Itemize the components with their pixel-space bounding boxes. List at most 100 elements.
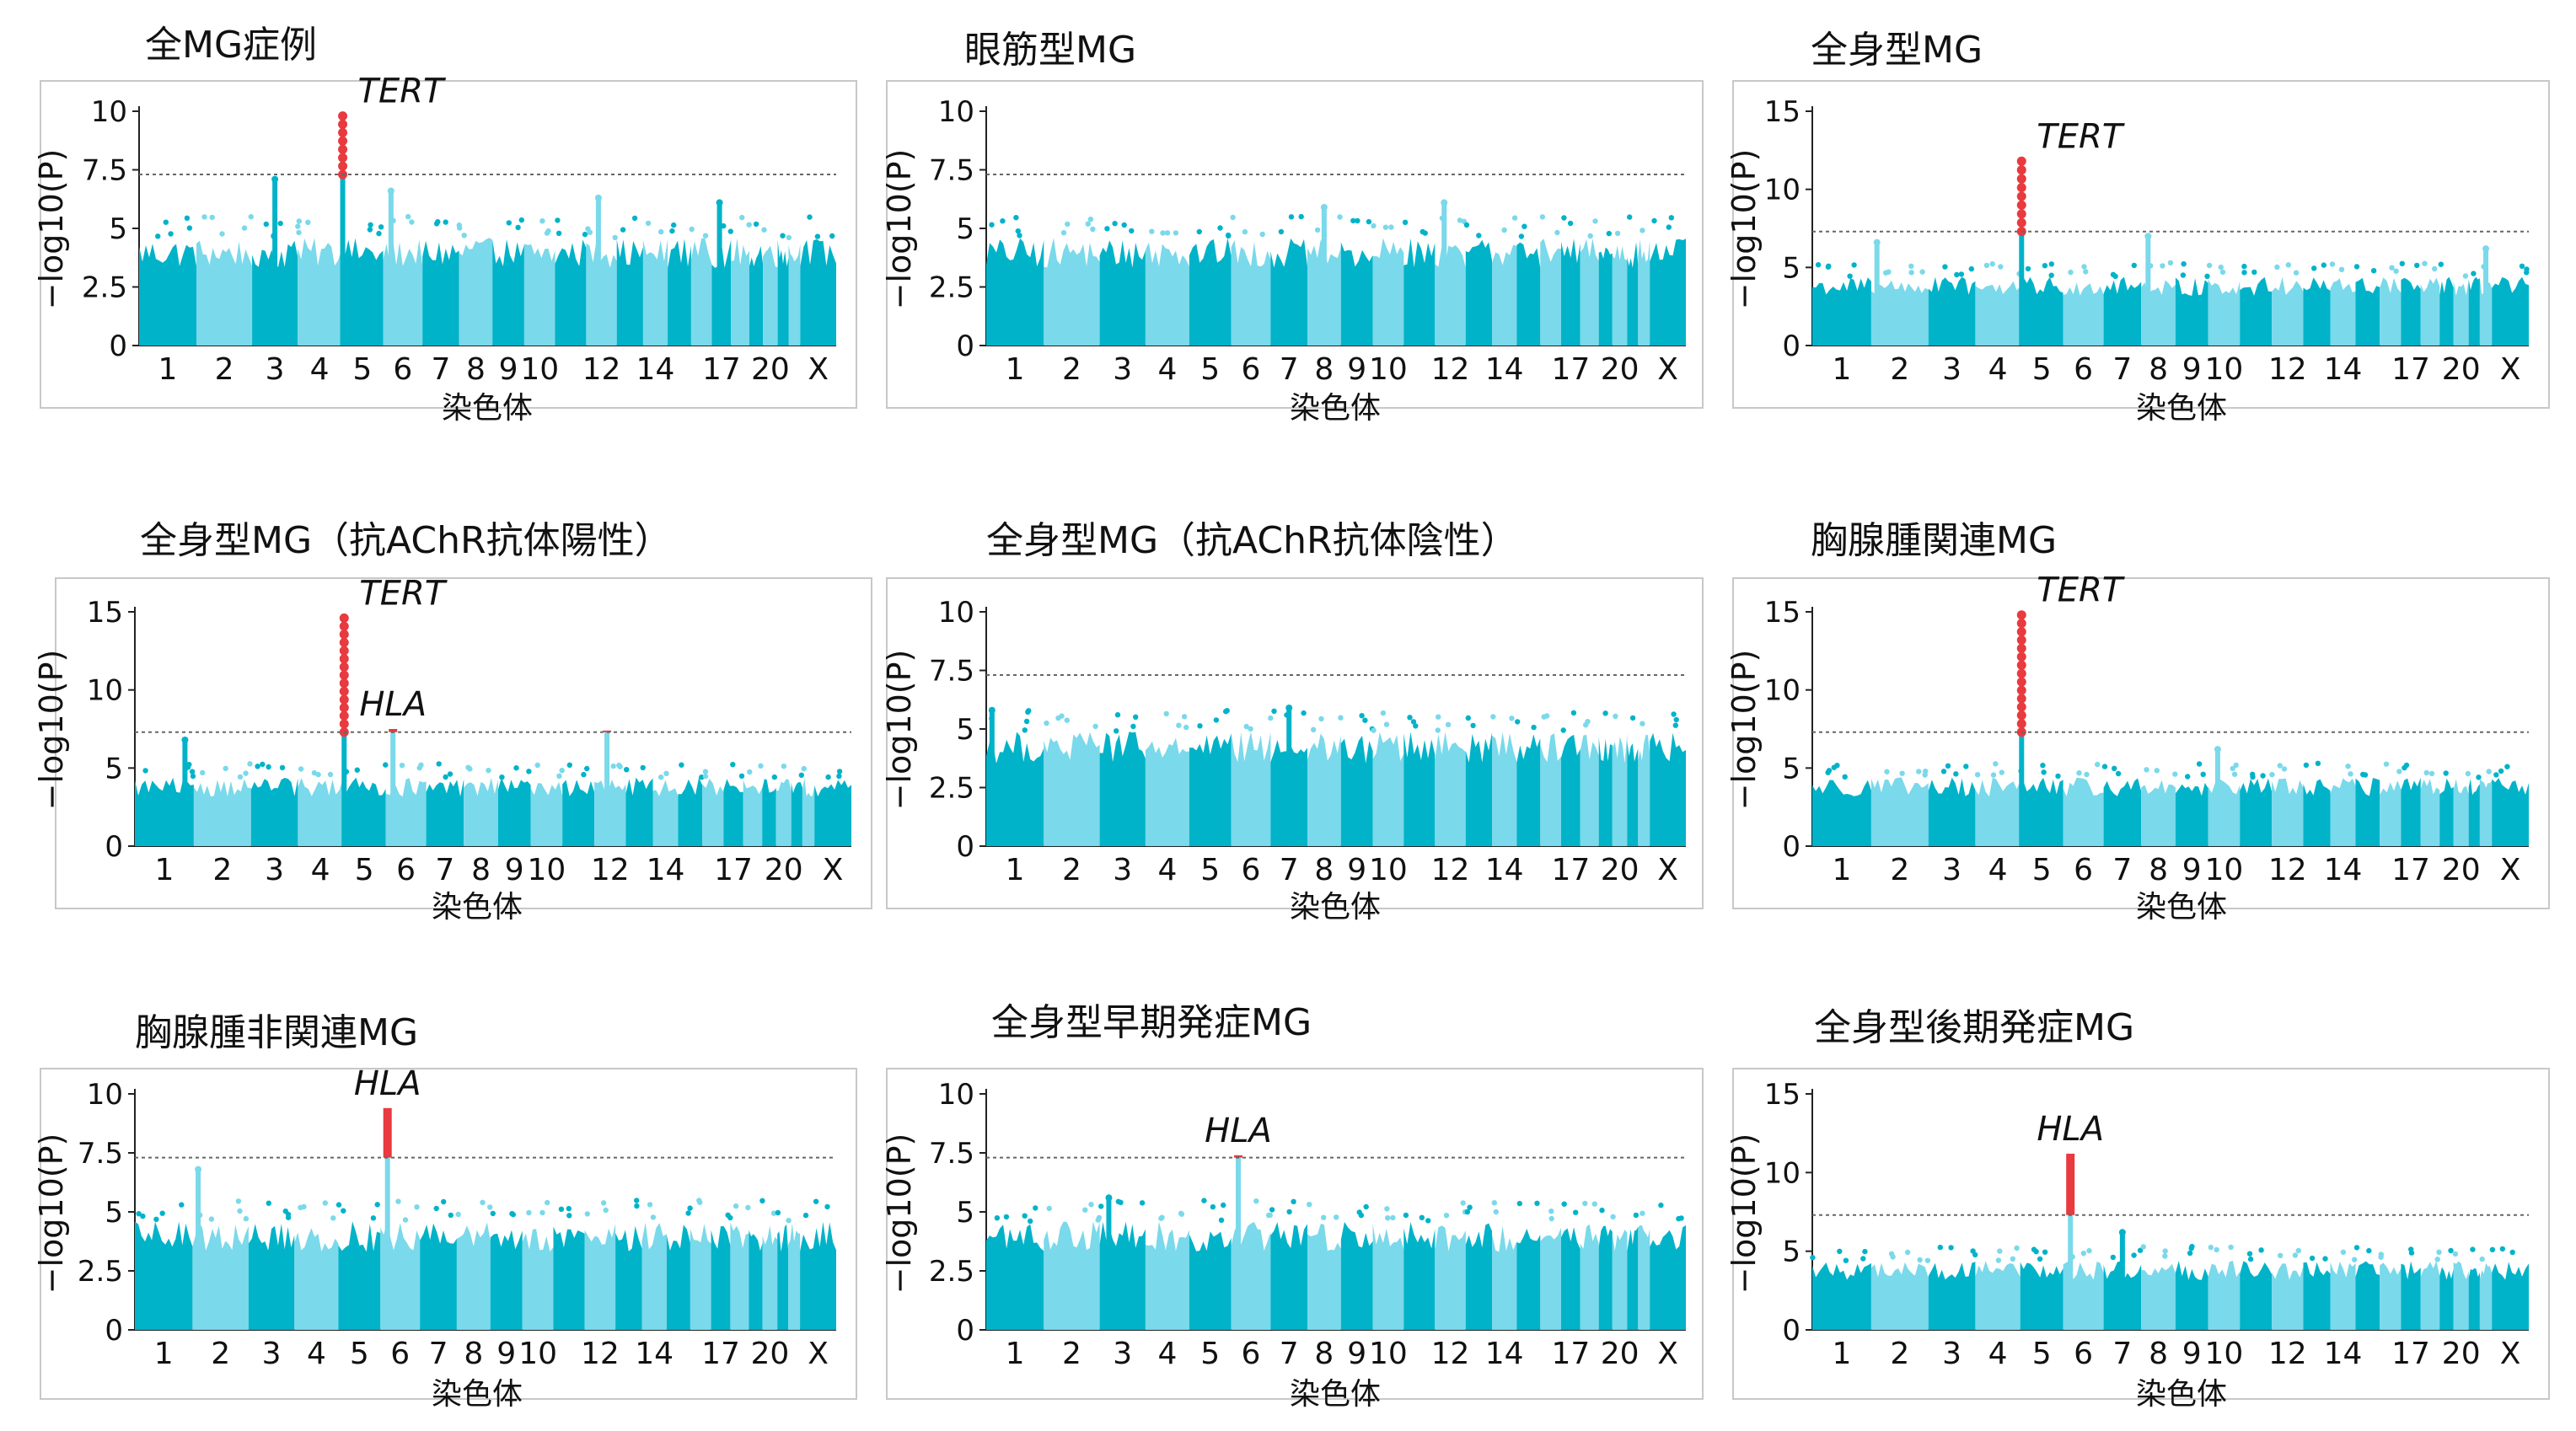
x-tick-label: 5 — [1200, 352, 1220, 387]
chromosome-9-column — [1340, 242, 1373, 346]
snp-point — [2033, 1248, 2039, 1255]
y-tick-label: 0 — [105, 830, 123, 864]
snp-point — [2196, 761, 2203, 767]
significant-snp — [339, 710, 349, 721]
panel-frame — [40, 80, 857, 409]
x-tick-label: 1 — [1832, 352, 1851, 387]
chromosome-18-column — [730, 1222, 749, 1330]
x-tick-label: 8 — [2149, 1337, 2168, 1371]
significant-snp — [339, 662, 349, 672]
chromosome-14-column — [642, 238, 668, 346]
snp-point — [1826, 263, 1832, 269]
chromosome-18-column — [1580, 734, 1599, 846]
chromosome-10-column — [522, 1229, 554, 1330]
snp-point — [237, 1208, 243, 1214]
x-tick-label: 10 — [1369, 853, 1408, 887]
snp-point — [1291, 1198, 1296, 1205]
snp-point — [1888, 1251, 1895, 1257]
chromosome-12-column — [594, 780, 626, 846]
snp-point — [433, 1205, 439, 1212]
snp-point — [1259, 231, 1265, 238]
snp-point — [2471, 271, 2477, 276]
y-tick-label: 0 — [1782, 830, 1801, 864]
snp-point — [402, 1217, 409, 1223]
x-tick-label: 6 — [2074, 853, 2093, 887]
x-tick-label: 3 — [1113, 853, 1132, 887]
peak-point — [2214, 746, 2221, 753]
snp-point — [327, 771, 334, 778]
snp-point — [1269, 1207, 1275, 1213]
chromosome-14-column — [652, 780, 679, 846]
snp-point — [2246, 1251, 2253, 1257]
x-tick-label: 2 — [1890, 1337, 1909, 1371]
snp-point — [1937, 1244, 1943, 1251]
x-tick-label: 8 — [2149, 352, 2168, 387]
snp-point — [2509, 1249, 2515, 1256]
snp-point — [582, 231, 588, 238]
significant-snp — [2016, 174, 2026, 184]
snp-point — [2144, 767, 2149, 773]
chromosome-22-column — [802, 777, 815, 846]
significant-peak — [2066, 1153, 2075, 1215]
snp-point — [435, 219, 441, 225]
chromosome-3-column — [1928, 276, 1976, 346]
peak-point — [1320, 203, 1328, 211]
snp-point — [1129, 228, 1135, 234]
chromosome-16-column — [2380, 780, 2402, 846]
snp-point — [2436, 1249, 2442, 1256]
snp-point — [733, 1203, 739, 1209]
significant-snp — [2016, 627, 2026, 637]
snp-point — [2185, 774, 2191, 780]
snp-point — [1158, 1215, 1164, 1221]
snp-point — [1678, 1215, 1684, 1221]
chromosome-14-column — [1492, 1225, 1517, 1330]
chromosome-20-column — [2453, 779, 2469, 846]
snp-point — [305, 219, 311, 225]
significant-snp — [2016, 694, 2026, 704]
snp-point — [631, 215, 638, 222]
snp-point — [2423, 769, 2429, 776]
snp-point — [2352, 1257, 2358, 1262]
chromosome-15-column — [2355, 1261, 2380, 1330]
snp-point — [2408, 1246, 2414, 1252]
snp-point — [1253, 1198, 1259, 1204]
snp-point — [1025, 709, 1031, 716]
snp-point — [2321, 262, 2326, 268]
chromosome-17-column — [2401, 277, 2421, 346]
significant-snp — [2016, 619, 2026, 629]
x-axis-label: 染色体 — [1290, 890, 1381, 925]
snp-point — [1022, 727, 1028, 733]
snp-point — [142, 768, 148, 774]
snp-point — [685, 1210, 691, 1216]
snp-point — [1337, 214, 1343, 220]
snp-point — [1629, 715, 1636, 721]
peak-column — [989, 710, 995, 846]
chromosome-4-column — [1145, 242, 1189, 346]
snp-point — [368, 222, 373, 228]
chromosome-6-column — [1231, 732, 1271, 846]
panel-title: 全身型後期発症MG — [1814, 1006, 2134, 1049]
chromosome-21-column — [777, 239, 789, 346]
chromosome-17-column — [711, 1226, 731, 1330]
snp-point — [994, 1215, 1001, 1221]
snp-point — [2383, 761, 2390, 767]
chromosome-1-column — [139, 244, 196, 346]
peak-point — [2118, 1229, 2126, 1236]
chromosome-13-column — [2303, 277, 2331, 346]
chromosome-6-column — [385, 778, 427, 846]
snp-point — [1554, 229, 1560, 236]
snp-point — [1181, 714, 1188, 720]
snp-point — [1968, 265, 1974, 272]
chromosome-3-column — [250, 778, 298, 846]
x-axis-label: 染色体 — [2136, 1377, 2227, 1412]
snp-point — [2162, 1248, 2168, 1254]
peak-point — [2144, 233, 2152, 240]
x-tick-label: 12 — [1431, 1337, 1470, 1371]
panel-frame — [886, 1068, 1704, 1400]
peak-point — [1285, 704, 1293, 711]
chromosome-12-column — [1435, 732, 1466, 846]
chromosome-7-column — [1270, 238, 1307, 346]
snp-point — [1531, 724, 1537, 731]
snp-point — [1334, 1214, 1339, 1220]
